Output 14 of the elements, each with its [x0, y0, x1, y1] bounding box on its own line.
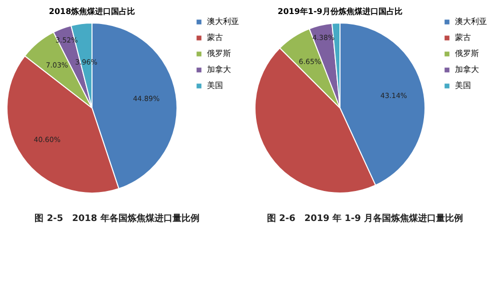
- legend-label: 加拿大: [455, 65, 479, 74]
- legend-label: 俄罗斯: [455, 49, 479, 58]
- caption: 图 2-5 2018 年各国炼焦煤进口量比例: [34, 213, 200, 224]
- legend-label: 美国: [455, 81, 471, 90]
- chart-title: 2019年1-9月份炼焦煤进口国占比: [278, 7, 402, 16]
- legend-label: 蒙古: [207, 33, 223, 42]
- caption: 图 2-6 2019 年 1-9 月各国炼焦煤进口量比例: [266, 213, 464, 224]
- legend-label: 俄罗斯: [207, 49, 231, 58]
- chart-title: 2018炼焦煤进口国占比: [48, 7, 136, 16]
- legend-label: 美国: [207, 81, 223, 90]
- legend-label: 澳大利亚: [207, 17, 239, 26]
- legend-label: 澳大利亚: [455, 17, 487, 26]
- legend-label: 蒙古: [455, 33, 471, 42]
- legend-label: 加拿大: [207, 65, 231, 74]
